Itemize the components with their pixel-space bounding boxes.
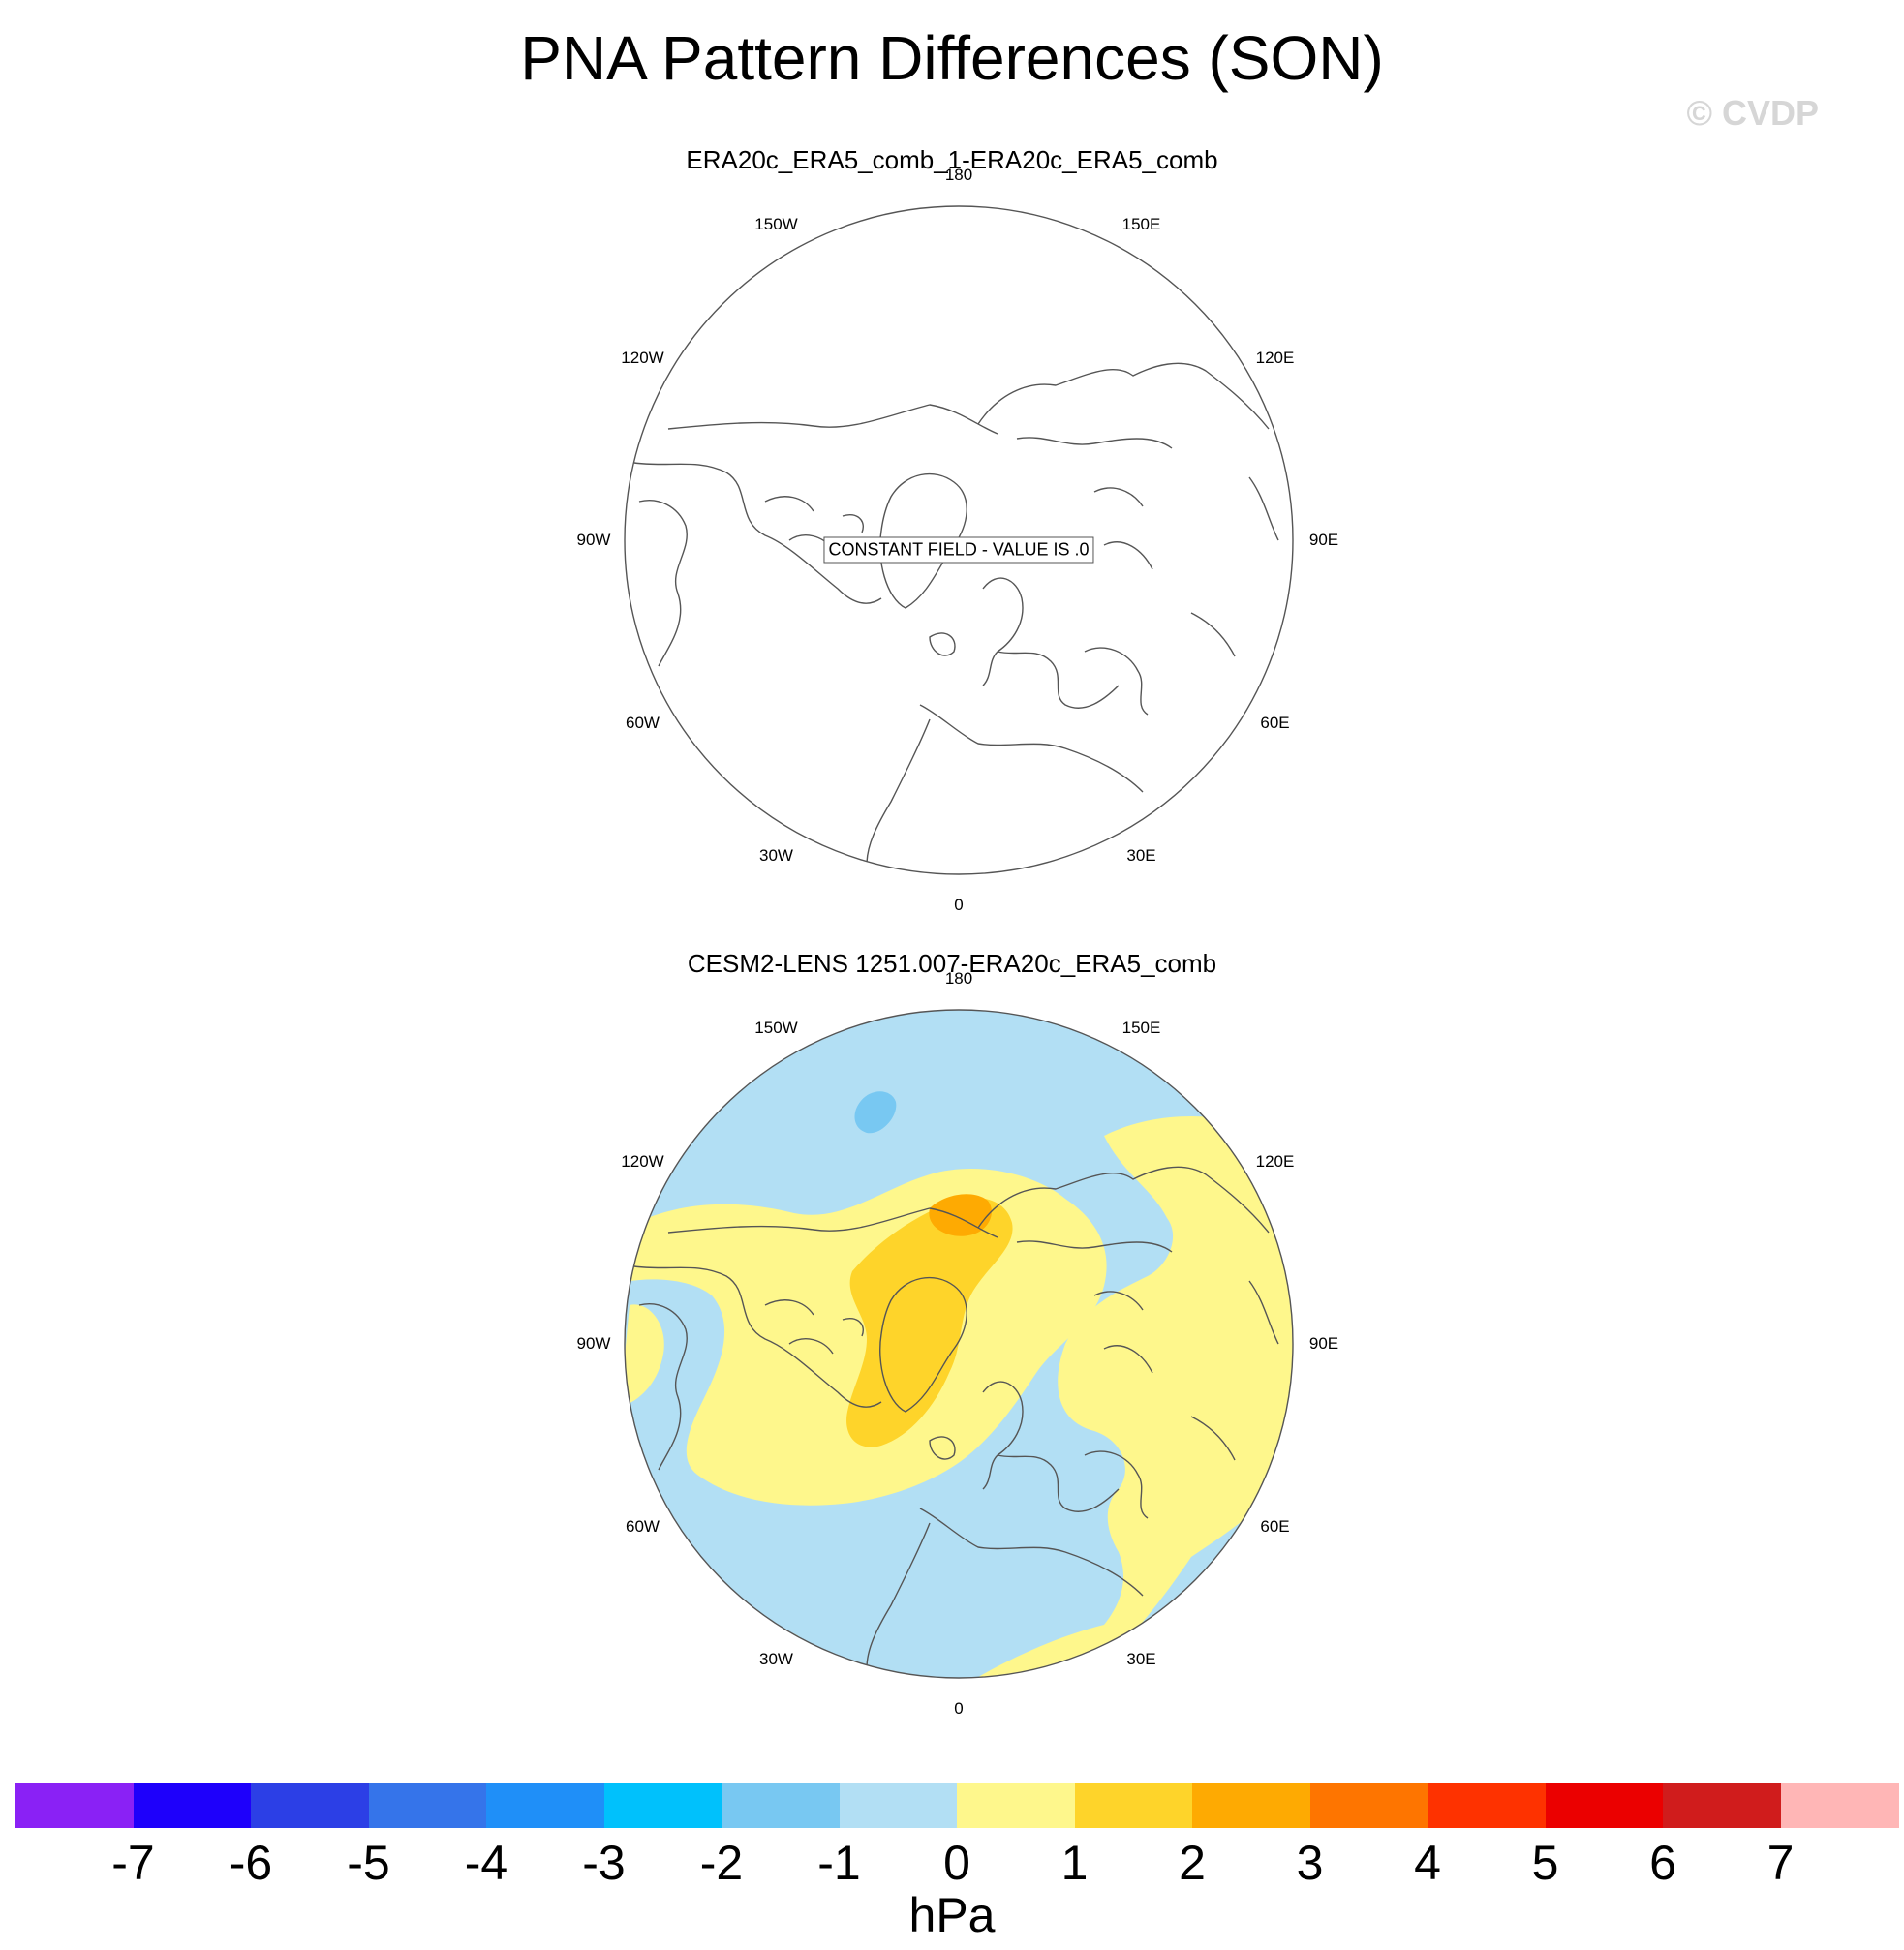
- lon-label-60w: 60W: [626, 713, 660, 732]
- colorbar-segment: [1663, 1783, 1781, 1828]
- colorbar-segment: [251, 1783, 369, 1828]
- coastlines: [633, 362, 1279, 866]
- panel-2: CESM2-LENS 1251.007-ERA20c_ERA5_comb 180…: [0, 949, 1904, 1718]
- lon-label-180: 180: [944, 969, 973, 988]
- lon-label-150w: 150W: [754, 1018, 798, 1037]
- lon-label-0: 0: [954, 896, 964, 914]
- colorbar-segment: [839, 1783, 958, 1828]
- lon-label-120e: 120E: [1255, 1151, 1295, 1171]
- lon-label-0: 0: [954, 1699, 964, 1718]
- colorbar-tick-label: 6: [1649, 1836, 1676, 1890]
- colorbar-segment: [957, 1783, 1075, 1828]
- colorbar-tick-label: -2: [699, 1836, 744, 1890]
- lon-label-120e: 120E: [1255, 348, 1295, 367]
- colorbar-segment: [603, 1783, 722, 1828]
- colorbar-tick-label: -7: [111, 1836, 155, 1890]
- colorbar-segment: [1192, 1783, 1310, 1828]
- contour-neg-2-1-patch: [854, 1091, 897, 1134]
- panel-2-title: CESM2-LENS 1251.007-ERA20c_ERA5_comb: [687, 949, 1217, 978]
- contour-pos-2-3-core: [929, 1194, 992, 1236]
- lon-label-90w: 90W: [576, 531, 611, 549]
- lon-label-150e: 150E: [1121, 214, 1161, 233]
- lon-label-90e: 90E: [1308, 531, 1339, 549]
- colorbar-tick-label: 1: [1060, 1836, 1089, 1890]
- lon-label-30w: 30W: [759, 846, 793, 866]
- colorbar-segment: [1309, 1783, 1428, 1828]
- lon-label-30w: 30W: [759, 1650, 793, 1669]
- colorbar-tick-label: -3: [582, 1836, 626, 1890]
- lon-label-90w: 90W: [576, 1334, 611, 1353]
- colorbar-tick-label: 5: [1531, 1836, 1559, 1890]
- colorbar-segment: [368, 1783, 487, 1828]
- colorbar-segment: [1780, 1783, 1899, 1828]
- polar-map-2: [624, 1009, 1294, 1679]
- contour-pos-1-2-ridge: [846, 1197, 1013, 1447]
- map-border: [624, 205, 1294, 875]
- colorbar-segment: [486, 1783, 604, 1828]
- lon-label-60w: 60W: [626, 1516, 660, 1536]
- colorbar-tick-label: 2: [1179, 1836, 1206, 1890]
- colorbar-tick-label: -6: [229, 1836, 273, 1890]
- colorbar-tick-label: 3: [1296, 1836, 1324, 1890]
- map-border: [624, 1009, 1294, 1679]
- colorbar: [15, 1783, 1899, 1828]
- lon-label-30e: 30E: [1126, 846, 1156, 866]
- lon-label-60e: 60E: [1260, 1516, 1290, 1536]
- panel-1-title: ERA20c_ERA5_comb_1-ERA20c_ERA5_comb: [686, 145, 1218, 174]
- lon-label-150e: 150E: [1121, 1018, 1161, 1037]
- colorbar-segment: [133, 1783, 252, 1828]
- colorbar-segment: [15, 1783, 134, 1828]
- lon-label-150w: 150W: [754, 214, 798, 233]
- lon-label-60e: 60E: [1260, 713, 1290, 732]
- colorbar-tick-label: -4: [464, 1836, 508, 1890]
- coastlines: [633, 1166, 1279, 1669]
- panel-1: ERA20c_ERA5_comb_1-ERA20c_ERA5_comb 180 1…: [0, 145, 1904, 914]
- colorbar-tick-label: 0: [943, 1836, 970, 1890]
- main-title: PNA Pattern Differences (SON): [520, 23, 1384, 93]
- lon-label-90e: 90E: [1308, 1334, 1339, 1353]
- colorbar-segment: [1428, 1783, 1546, 1828]
- colorbar-tick-label: 4: [1414, 1836, 1441, 1890]
- colorbar-tick-label: -1: [817, 1836, 861, 1890]
- constant-field-annotation: CONSTANT FIELD - VALUE IS .0: [823, 536, 1094, 564]
- contour-pos-0-1-west: [625, 1304, 664, 1407]
- colorbar-tick-label: -5: [347, 1836, 390, 1890]
- cvdp-watermark: © CVDP: [1686, 93, 1819, 133]
- polar-map-1: [624, 205, 1294, 875]
- lon-label-120w: 120W: [621, 348, 664, 367]
- colorbar-segment: [1545, 1783, 1664, 1828]
- colorbar-segment: [1074, 1783, 1193, 1828]
- lon-label-30e: 30E: [1126, 1650, 1156, 1669]
- lon-label-120w: 120W: [621, 1151, 664, 1171]
- colorbar-tick-label: 7: [1766, 1836, 1795, 1890]
- lon-label-180: 180: [944, 166, 973, 184]
- colorbar-units: hPa: [908, 1888, 996, 1942]
- colorbar-segment: [722, 1783, 840, 1828]
- contour-pos-0-1-eurasia: [968, 1116, 1293, 1678]
